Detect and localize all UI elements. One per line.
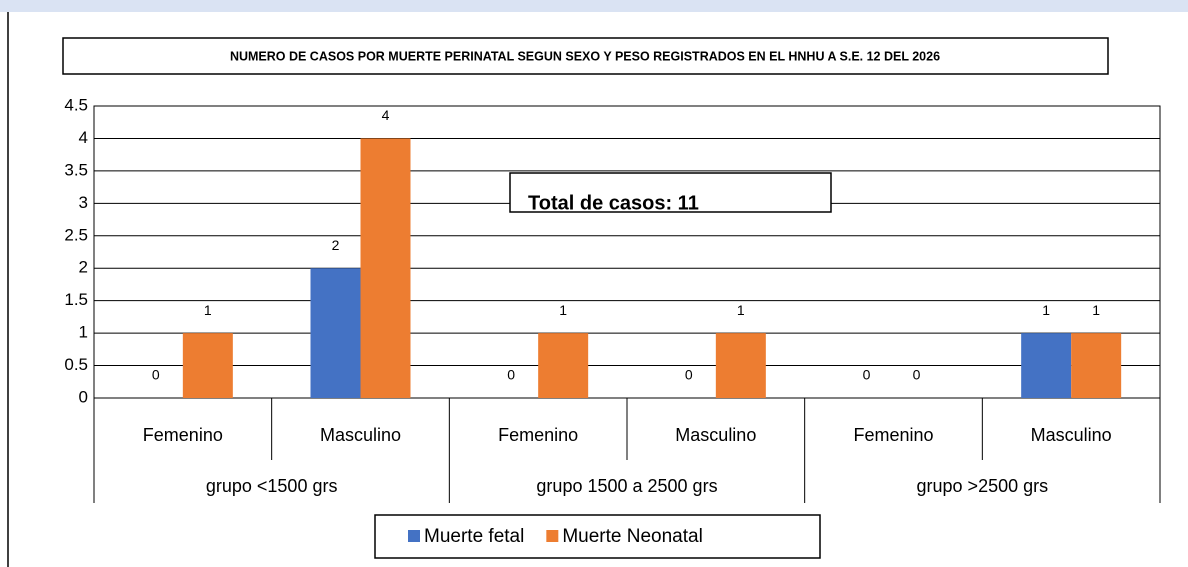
- x-tick-label: Masculino: [320, 425, 401, 445]
- legend-swatch: [408, 530, 420, 542]
- data-label: 0: [913, 367, 921, 383]
- annotation: Total de casos: 11: [528, 192, 699, 214]
- data-label: 1: [1042, 302, 1050, 318]
- bar: [1021, 333, 1072, 398]
- data-label: 1: [559, 302, 567, 318]
- bar: [310, 268, 361, 398]
- y-tick-label: 0: [79, 387, 88, 406]
- data-label: 4: [382, 107, 390, 123]
- x-tick-label: Femenino: [853, 425, 933, 445]
- legend-swatch: [546, 530, 559, 542]
- data-label: 0: [685, 367, 693, 383]
- group-label: grupo >2500 grs: [917, 476, 1049, 496]
- bar: [360, 138, 411, 398]
- title-box: [62, 37, 1109, 75]
- data-label: 1: [1092, 302, 1100, 318]
- top-band: [0, 0, 1188, 12]
- legend-label: Muerte Neonatal: [562, 526, 702, 547]
- plot-border: [93, 105, 1161, 399]
- bar: [715, 333, 766, 398]
- data-label: 0: [152, 367, 160, 383]
- y-tick-label: 1: [79, 323, 88, 342]
- y-tick-label: 2: [79, 258, 88, 277]
- data-label: 1: [737, 302, 745, 318]
- chart-title: NUMERO DE CASOS POR MUERTE PERINATAL SEG…: [230, 49, 940, 63]
- data-label: 2: [332, 237, 340, 253]
- x-tick-label: Masculino: [675, 425, 756, 445]
- x-tick-label: Femenino: [143, 425, 223, 445]
- y-tick-label: 3: [79, 193, 88, 212]
- bar: [538, 333, 589, 398]
- bar: [1071, 333, 1122, 398]
- group-label: grupo <1500 grs: [206, 476, 338, 496]
- bar: [182, 333, 233, 398]
- legend-box: [374, 514, 821, 559]
- data-label: 0: [863, 367, 871, 383]
- y-tick-label: 3.5: [64, 160, 88, 179]
- y-tick-label: 4: [79, 128, 88, 147]
- data-label: 1: [204, 302, 212, 318]
- y-tick-label: 4.5: [64, 95, 88, 114]
- y-tick-label: 1.5: [64, 290, 88, 309]
- x-tick-label: Masculino: [1031, 425, 1112, 445]
- annotation-box: [509, 172, 832, 213]
- data-label: 0: [507, 367, 515, 383]
- y-tick-label: 2.5: [64, 225, 88, 244]
- group-label: grupo 1500 a 2500 grs: [536, 476, 717, 496]
- x-tick-label: Femenino: [498, 425, 578, 445]
- legend-label: Muerte fetal: [424, 526, 524, 547]
- y-tick-label: 0.5: [64, 355, 88, 374]
